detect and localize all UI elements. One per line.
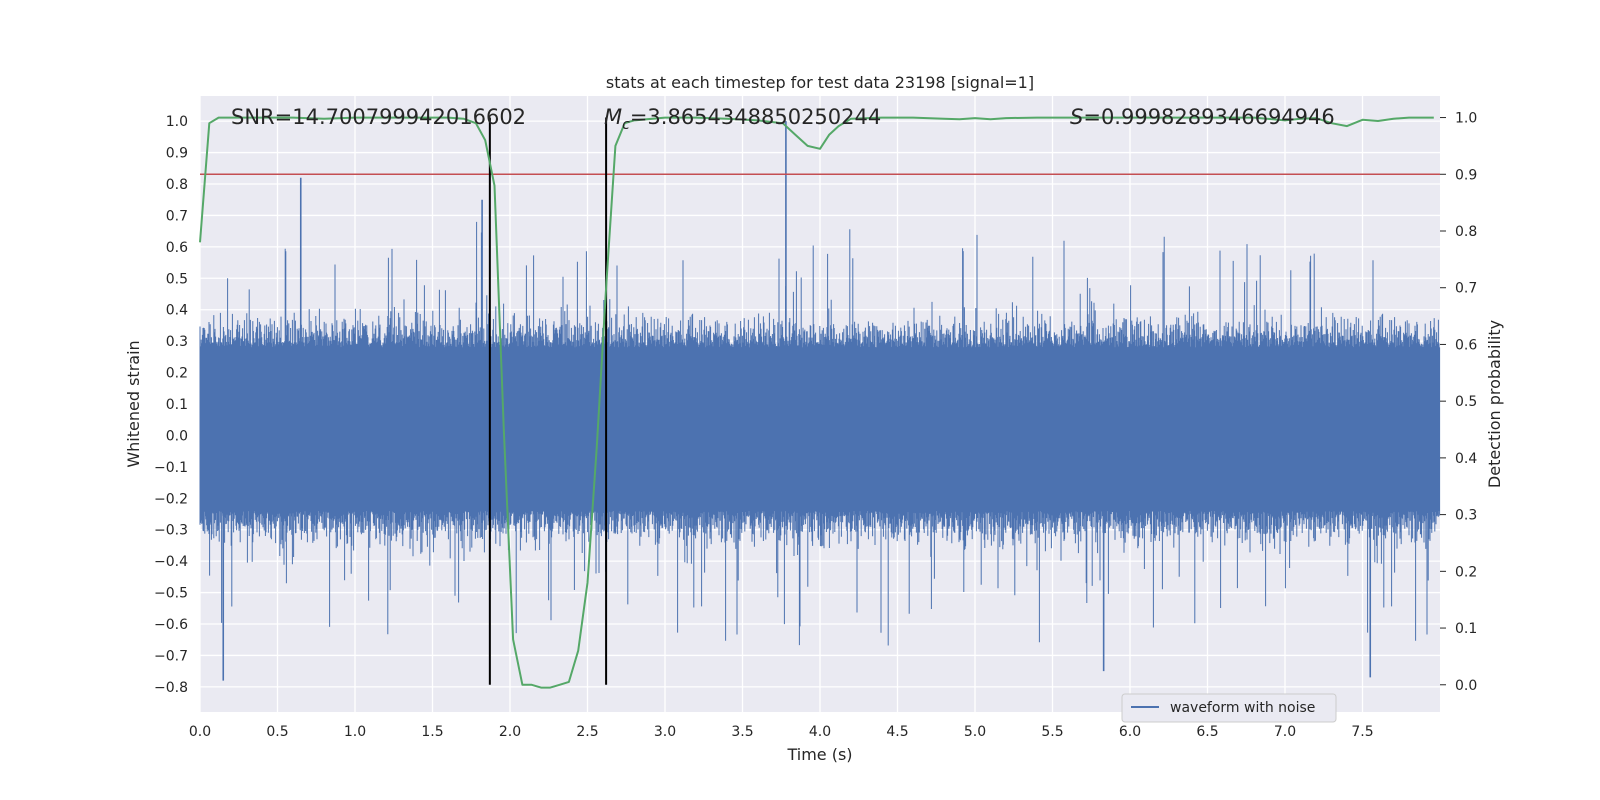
y2-tick-label: 0.7 [1455,281,1477,297]
chart-title: stats at each timestep for test data 231… [606,73,1034,92]
s-annotation: S=0.9998289346694946 [1070,105,1335,129]
s-symbol: S [1070,105,1083,129]
legend-box [1121,693,1337,723]
x-tick-label: 2.0 [499,724,521,740]
axis-ticks: 0.0 0.5 1.0 1.5 2.0 2.5 3.0 3.5 4.0 4.5 5.0 5.5 6.0 6… [154,111,1477,740]
x-tick-label: 6.5 [1196,724,1218,740]
y2-tick-label: 0.5 [1455,394,1477,410]
x-tick-label: 7.5 [1351,724,1373,740]
x-tick-label: 2.5 [576,724,598,740]
y2-tick-label: 0.3 [1455,508,1477,524]
y2-axis-label: Detection probability [1485,320,1504,488]
x-tick-label: 1.5 [421,724,443,740]
x-tick-label: 3.0 [654,724,676,740]
y-tick-label: −0.6 [154,617,188,633]
y-tick-label: 1.0 [166,114,188,130]
x-tick-label: 7.0 [1274,724,1296,740]
y-tick-label: 0.5 [166,271,188,287]
x-tick-label: 1.0 [344,724,366,740]
y-tick-label: −0.2 [154,491,188,507]
snr-annotation: SNR=14.700799942016602 [231,105,526,129]
y-tick-label: −0.1 [154,460,188,476]
y-tick-label: −0.5 [154,586,188,602]
waveform-dense-band [200,347,1440,511]
y-tick-label: 0.0 [166,428,188,444]
x-tick-label: 5.0 [964,724,986,740]
y-tick-label: 0.4 [166,303,188,319]
legend-entry-waveform: waveform with noise [1170,700,1315,716]
y2-tick-label: 0.9 [1455,167,1477,183]
y-tick-label: 0.7 [166,208,188,224]
x-tick-label: 3.5 [731,724,753,740]
x-tick-label: 5.5 [1041,724,1063,740]
y-axis-label: Whitened strain [124,340,143,467]
probability-line [199,116,1434,689]
y-tick-label: −0.3 [154,523,188,539]
y-tick-label: 0.3 [166,334,188,350]
y-tick-label: 0.8 [166,177,188,193]
y-tick-label: 0.9 [166,146,188,162]
x-tick-label: 0.5 [266,724,288,740]
s-value: =0.9998289346694946 [1083,105,1334,129]
mc-subscript: c [622,117,630,133]
vertical-markers [488,117,608,685]
y2-tick-label: 0.4 [1455,451,1477,467]
mc-value: =3.8654348850250244 [630,105,881,129]
y-tick-label: 0.1 [166,397,188,413]
y2-tick-label: 1.0 [1455,111,1477,127]
y-tick-label: −0.8 [154,680,188,696]
x-axis-label: Time (s) [786,745,852,764]
y-tick-label: −0.7 [154,648,188,664]
mc-symbol: M [604,105,622,129]
y-tick-label: 0.2 [166,366,188,382]
y-tick-label: 0.6 [166,240,188,256]
waveform-series [199,121,1441,681]
y2-tick-label: 0.1 [1455,621,1477,637]
y2-tick-label: 0.6 [1455,337,1477,353]
y2-tick-label: 0.2 [1455,564,1477,580]
probability-series [199,116,1434,689]
x-tick-label: 6.0 [1119,724,1141,740]
x-tick-label: 0.0 [189,724,211,740]
legend: waveform with noise [1121,693,1337,723]
x-tick-label: 4.5 [886,724,908,740]
y-tick-label: −0.4 [154,554,188,570]
y2-tick-label: 0.0 [1455,678,1477,694]
y2-tick-label: 0.8 [1455,224,1477,240]
mc-annotation: Mc=3.8654348850250244 [604,105,881,133]
x-tick-label: 4.0 [809,724,831,740]
